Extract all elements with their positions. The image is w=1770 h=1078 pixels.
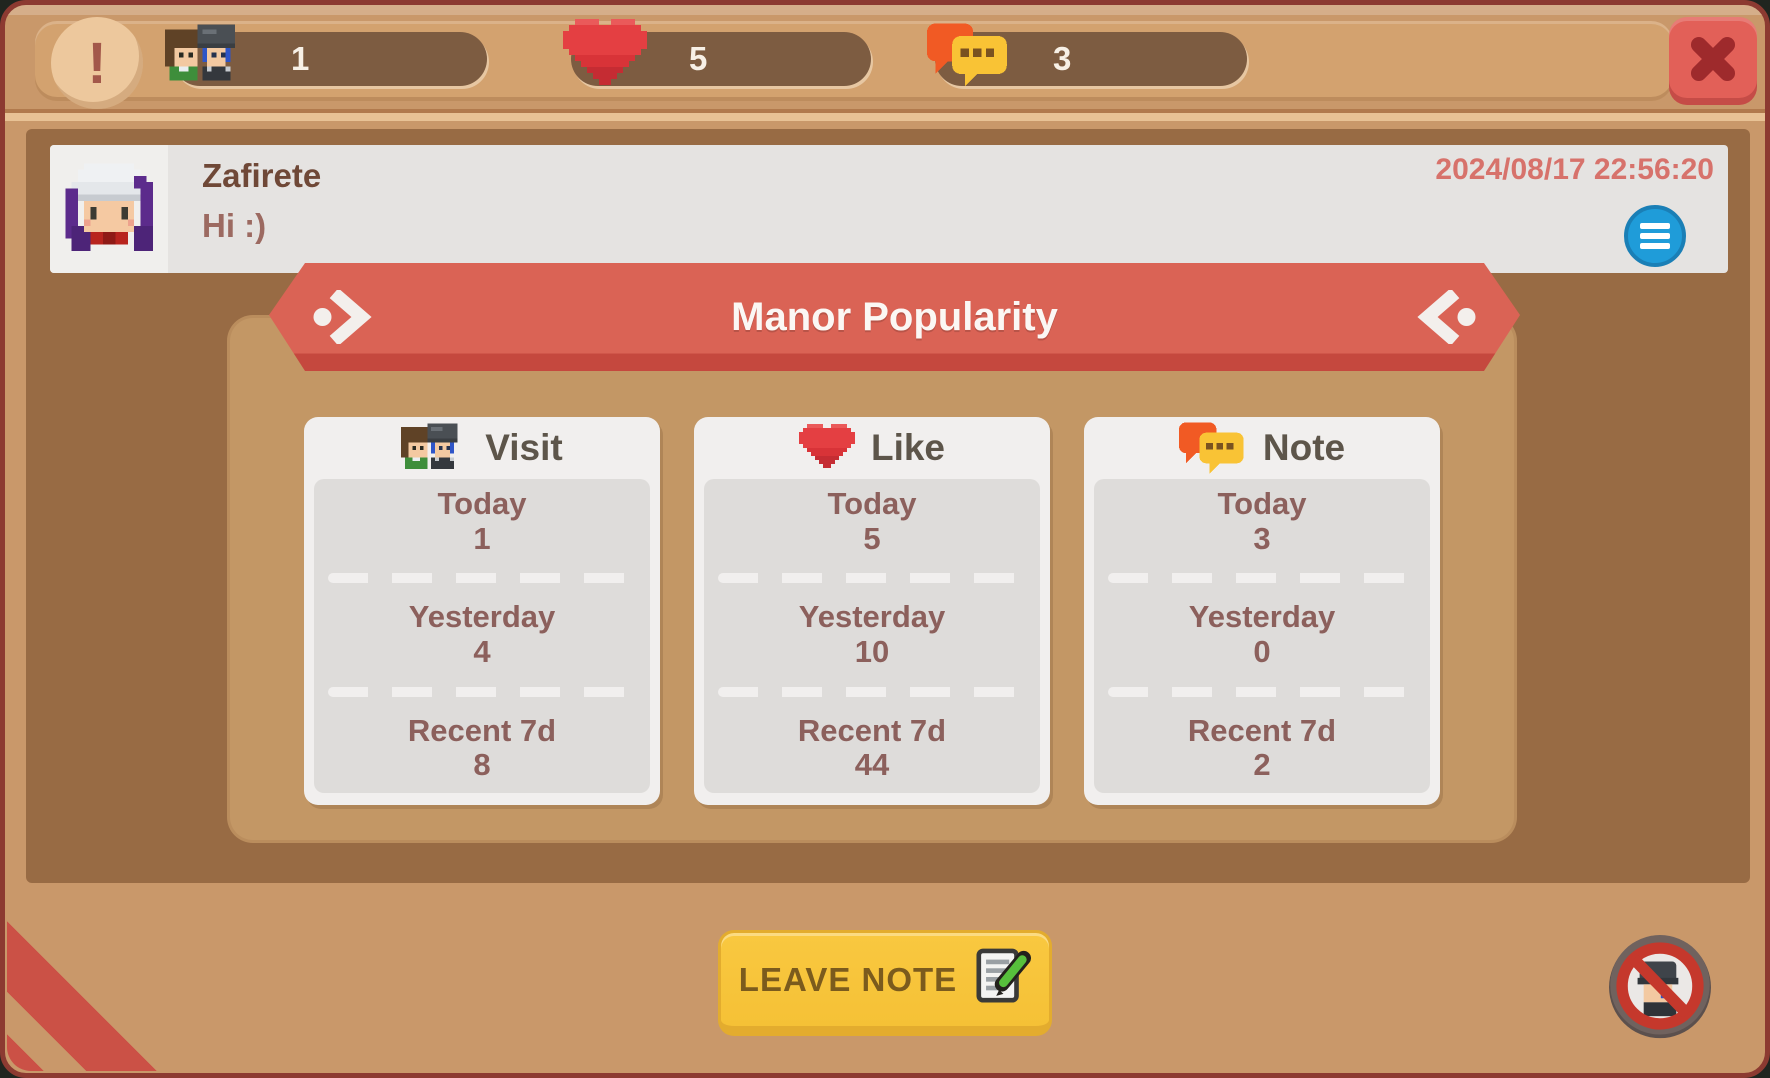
card-title: Like: [870, 427, 946, 468]
stat-recent7d: Recent 7d 8: [407, 712, 557, 783]
like-card: Like Today 5 Yesterday 10: [694, 417, 1050, 805]
visitors-count: 1: [291, 40, 310, 77]
villagers-icon: [165, 13, 249, 97]
likes-count: 5: [689, 40, 708, 77]
block-visitor-icon: [1609, 935, 1711, 1039]
visitors-stat-pill: 1: [165, 24, 487, 89]
stat-yesterday: Yesterday 4: [408, 599, 556, 669]
dialog-top-highlight: [5, 5, 1765, 15]
stat-today: Today 3: [1217, 486, 1307, 556]
message-row: Zafirete Hi :) 2024/08/17 22:56:20: [50, 145, 1728, 273]
stat-yesterday: Yesterday 0: [1188, 599, 1336, 669]
stat-recent7d: Recent 7d 2: [1187, 712, 1337, 783]
message-menu-button[interactable]: [1624, 205, 1686, 267]
corner-ribbon-decoration: [7, 856, 327, 1071]
manor-banner: Manor Popularity: [269, 263, 1520, 371]
dash-divider: [328, 686, 636, 697]
stat-yesterday: Yesterday 10: [798, 599, 946, 669]
dash-divider: [328, 573, 636, 584]
heart-icon: [798, 424, 855, 468]
avatar: [50, 145, 168, 273]
banner-left-ornament-icon: [309, 290, 375, 344]
note-pencil-icon: [973, 948, 1032, 1011]
dash-divider: [1108, 686, 1416, 697]
chat-bubbles-icon: [1178, 422, 1244, 474]
banner-right-ornament-icon: [1414, 290, 1480, 344]
likes-stat-pill: 5: [563, 19, 871, 89]
alert-icon: !: [51, 17, 143, 109]
topbar-divider: [5, 109, 1765, 121]
block-visitor-button[interactable]: [1607, 933, 1713, 1039]
note-card: Note Today 3 Yesterday 0: [1084, 417, 1440, 805]
content-area: Zafirete Hi :) 2024/08/17 22:56:20 Manor…: [26, 129, 1750, 883]
stat-cards: Visit Today 1 Yesterday 4: [304, 417, 1440, 805]
card-title: Note: [1262, 427, 1346, 468]
banner-title: Manor Popularity: [731, 294, 1058, 339]
hamburger-icon: [1640, 233, 1670, 239]
message-timestamp: 2024/08/17 22:56:20: [1435, 153, 1714, 186]
close-button[interactable]: [1669, 17, 1757, 105]
alert-glyph: !: [87, 30, 107, 96]
stat-today: Today 5: [827, 486, 917, 556]
card-title: Visit: [485, 427, 563, 468]
avatar-icon: [59, 157, 159, 262]
stat-today: Today 1: [437, 486, 527, 556]
visit-card: Visit Today 1 Yesterday 4: [304, 417, 660, 805]
dash-divider: [718, 686, 1026, 697]
chat-bubbles-icon: [927, 13, 1011, 97]
close-icon: [1686, 32, 1740, 91]
message-text: Hi :): [202, 207, 267, 244]
notes-count: 3: [1053, 40, 1072, 77]
heart-icon: [563, 13, 647, 97]
popularity-panel: Visit Today 1 Yesterday 4: [227, 315, 1517, 843]
notes-stat-pill: 3: [927, 23, 1247, 89]
top-bar: ! 1: [5, 5, 1765, 109]
message-author: Zafirete: [202, 157, 322, 194]
leave-note-button[interactable]: LEAVE NOTE: [718, 930, 1052, 1036]
villagers-icon: [401, 423, 458, 469]
dash-divider: [1108, 573, 1416, 584]
stat-recent7d: Recent 7d 44: [797, 712, 947, 783]
dash-divider: [718, 573, 1026, 584]
leave-note-label: LEAVE NOTE: [738, 960, 958, 998]
